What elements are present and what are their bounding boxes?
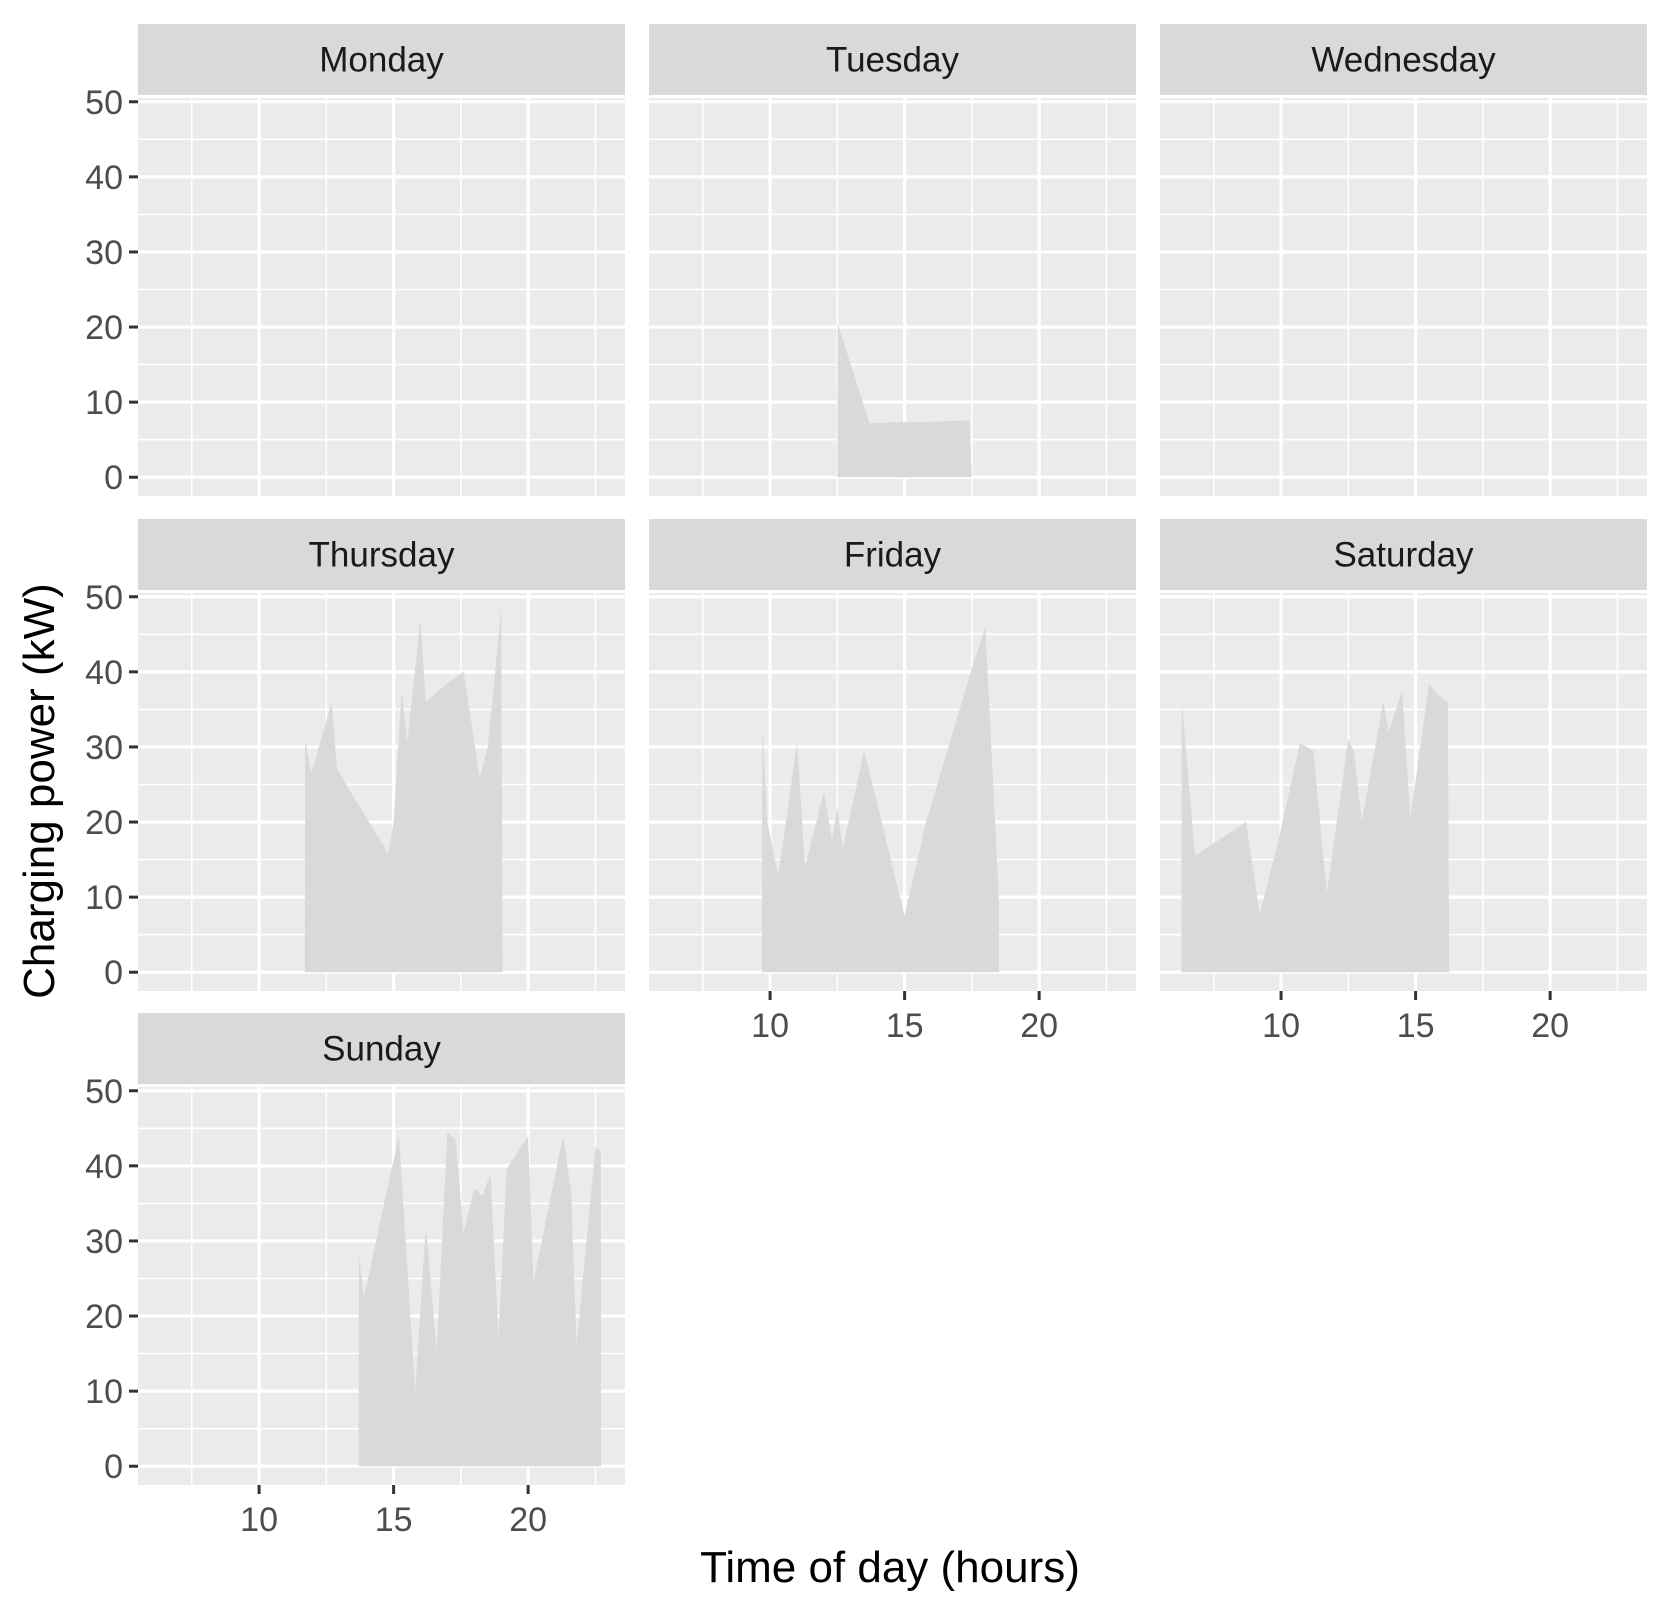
strip-label-wednesday: Wednesday xyxy=(1311,41,1496,80)
x-axis-friday: 10 15 20 xyxy=(751,991,1058,1045)
strip-sunday xyxy=(138,1013,625,1084)
y-axis-title: Charging power (kW) xyxy=(15,583,64,999)
y-axis-thursday: 0 10 20 30 40 50 xyxy=(85,579,138,992)
x-tick-label: 20 xyxy=(509,1501,547,1539)
area-tuesday xyxy=(837,323,972,478)
strip-tuesday xyxy=(649,24,1136,95)
panel-friday: Friday 10 15 20 xyxy=(649,519,1136,1045)
x-axis-saturday: 10 15 20 xyxy=(1262,991,1569,1045)
y-tick-label: 40 xyxy=(85,654,123,692)
panel-thursday: Thursday 0 10 20 30 40 50 xyxy=(85,519,625,992)
y-tick-label: 20 xyxy=(85,1298,123,1336)
panel-monday: Monday 0 10 20 30 40 50 xyxy=(85,24,625,497)
y-tick-label: 40 xyxy=(85,1148,123,1186)
y-tick-label: 20 xyxy=(85,309,123,347)
x-tick-label: 10 xyxy=(751,1007,789,1045)
y-axis-sunday: 0 10 20 30 40 50 xyxy=(85,1073,138,1486)
panel-background-wednesday xyxy=(1160,98,1647,496)
strip-label-monday: Monday xyxy=(319,41,444,80)
y-tick-label: 0 xyxy=(104,954,123,992)
x-tick-label: 20 xyxy=(1020,1007,1058,1045)
area-sunday xyxy=(358,1132,602,1467)
y-tick-label: 50 xyxy=(85,579,123,617)
x-axis-sunday: 10 15 20 xyxy=(240,1485,547,1539)
x-axis-title: Time of day (hours) xyxy=(700,1543,1080,1592)
y-tick-label: 10 xyxy=(85,1373,123,1411)
y-tick-label: 30 xyxy=(85,234,123,272)
gridlines-monday xyxy=(138,98,625,496)
x-tick-label: 10 xyxy=(240,1501,278,1539)
x-tick-label: 15 xyxy=(375,1501,413,1539)
y-tick-label: 50 xyxy=(85,84,123,122)
gridlines-wednesday xyxy=(1160,98,1647,496)
strip-saturday xyxy=(1160,519,1647,590)
y-tick-label: 10 xyxy=(85,384,123,422)
strip-thursday xyxy=(138,519,625,590)
x-tick-label: 20 xyxy=(1531,1007,1569,1045)
strip-label-thursday: Thursday xyxy=(309,536,455,575)
y-tick-label: 0 xyxy=(104,1448,123,1486)
panel-tuesday: Tuesday xyxy=(649,24,1136,496)
y-tick-label: 0 xyxy=(104,459,123,497)
panel-saturday: Saturday 10 15 20 xyxy=(1160,519,1647,1045)
y-tick-label: 30 xyxy=(85,1223,123,1261)
x-tick-label: 15 xyxy=(1397,1007,1435,1045)
area-saturday xyxy=(1181,683,1450,973)
strip-monday xyxy=(138,24,625,95)
panels: Monday 0 10 20 30 40 50 Tuesday Wednesday Thursda… xyxy=(85,24,1647,1539)
y-tick-label: 40 xyxy=(85,159,123,197)
strip-label-saturday: Saturday xyxy=(1333,536,1474,575)
strip-label-sunday: Sunday xyxy=(322,1030,441,1069)
x-tick-label: 10 xyxy=(1262,1007,1300,1045)
area-friday xyxy=(762,626,999,973)
strip-label-tuesday: Tuesday xyxy=(826,41,959,80)
panel-wednesday: Wednesday xyxy=(1160,24,1647,496)
strip-wednesday xyxy=(1160,24,1647,95)
y-tick-label: 30 xyxy=(85,729,123,767)
area-thursday xyxy=(304,608,503,973)
x-tick-label: 15 xyxy=(886,1007,924,1045)
y-tick-label: 10 xyxy=(85,879,123,917)
strip-friday xyxy=(649,519,1136,590)
panel-background-monday xyxy=(138,98,625,496)
y-axis-monday: 0 10 20 30 40 50 xyxy=(85,84,138,497)
y-tick-label: 50 xyxy=(85,1073,123,1111)
y-tick-label: 20 xyxy=(85,804,123,842)
strip-label-friday: Friday xyxy=(844,536,942,575)
panel-sunday: Sunday 0 10 20 30 40 50 10 15 20 xyxy=(85,1013,625,1539)
